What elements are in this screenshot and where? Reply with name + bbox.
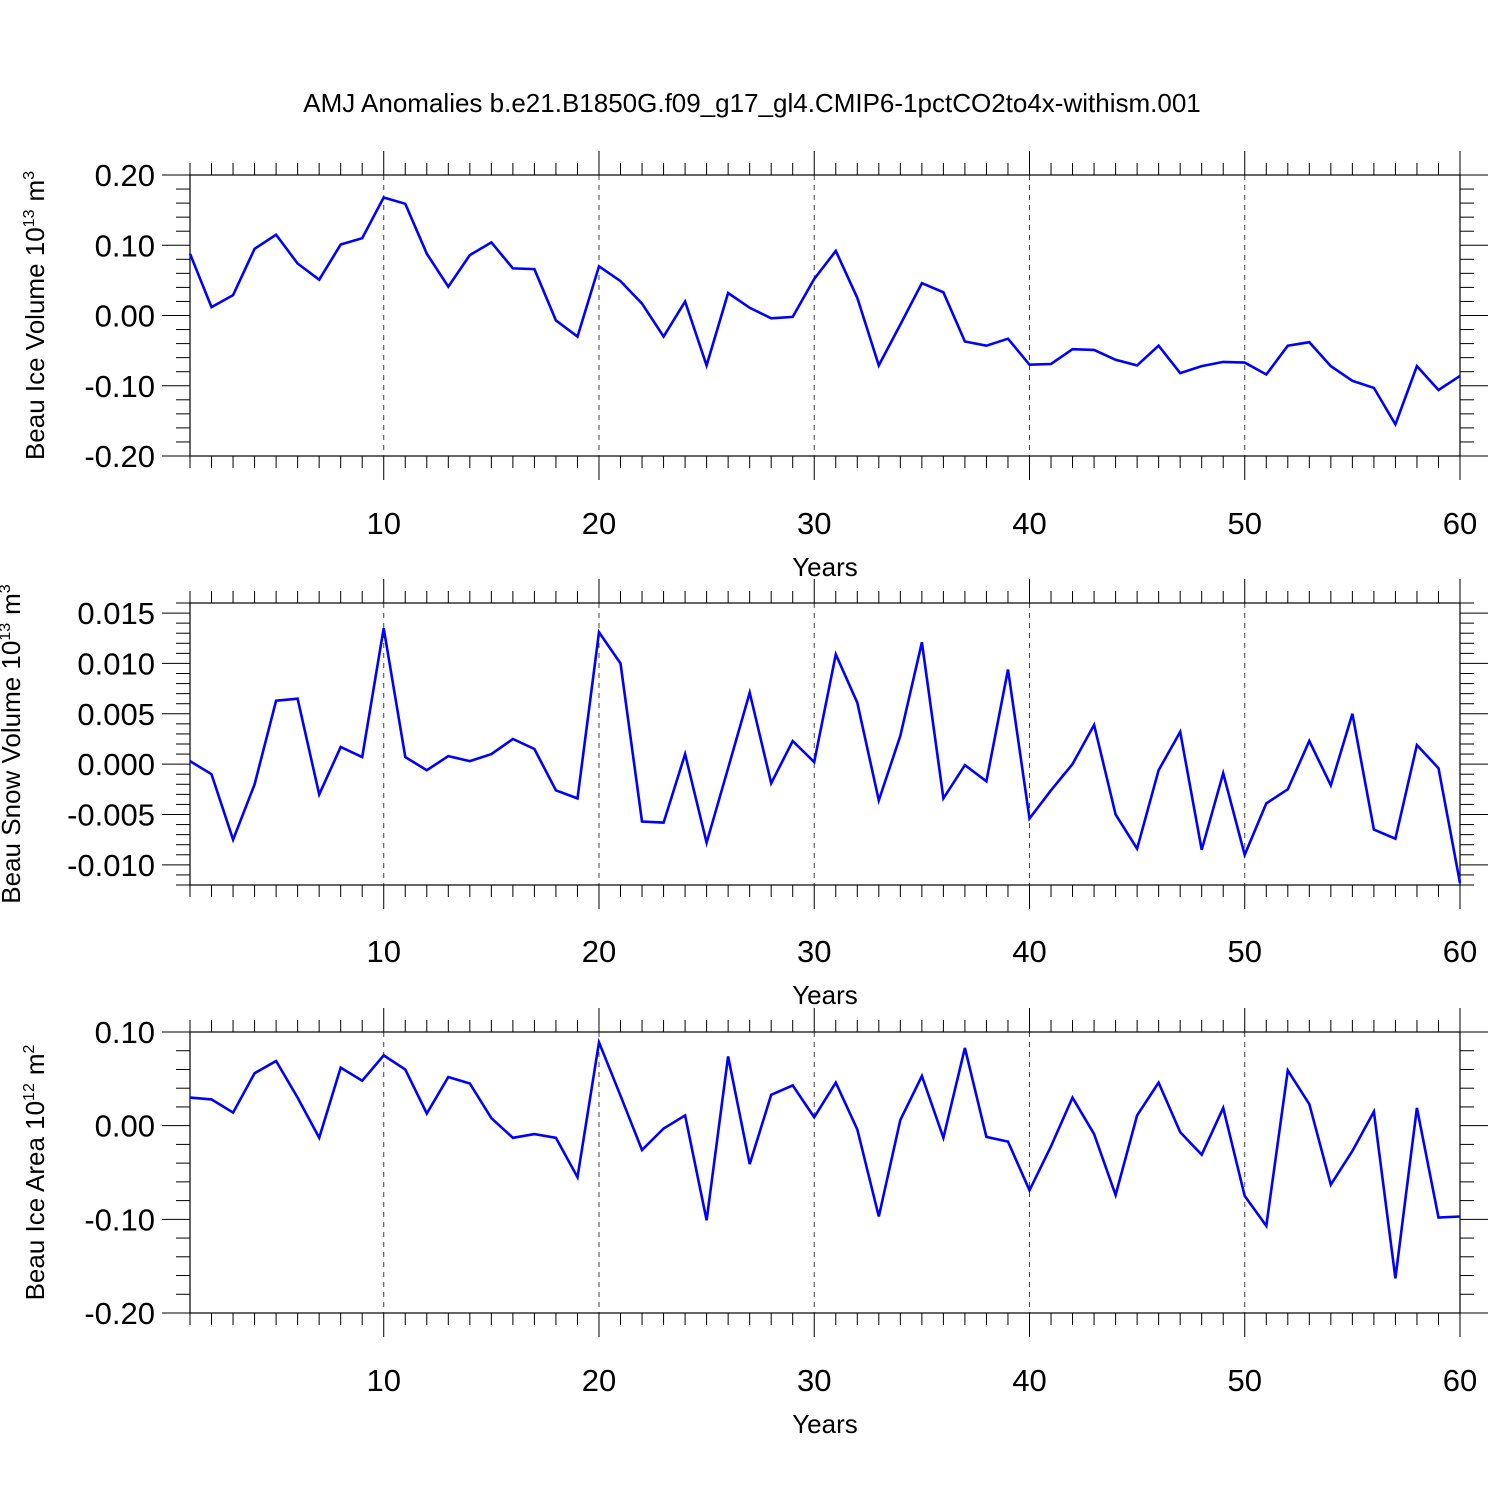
x-tick-label: 50 <box>1228 934 1262 969</box>
y-tick-label: 0.00 <box>95 1109 155 1144</box>
figure-title: AMJ Anomalies b.e21.B1850G.f09_g17_gl4.C… <box>303 88 1200 118</box>
y-tick-label: -0.10 <box>84 369 155 404</box>
series-line <box>188 195 1461 428</box>
x-tick-label: 40 <box>1012 1363 1046 1398</box>
y-axis-label-exponent: 12 <box>21 1083 38 1101</box>
y-axis-label-unit-exponent: 3 <box>0 584 14 593</box>
y-axis-label: Beau Ice Volume 1013 m3 <box>20 171 50 460</box>
y-tick-label: 0.015 <box>77 596 155 631</box>
series-line <box>189 627 1462 884</box>
y-axis-label-unit: m <box>20 1053 50 1075</box>
y-tick-label: 0.000 <box>77 747 155 782</box>
y-axis-label-exponent: 13 <box>21 209 38 227</box>
y-tick-label: 0.10 <box>95 228 155 263</box>
panel-2: 10 20 30 40 50 60 -0.010 -0.005 0.000 0.005 0.010 0… <box>0 579 1488 1010</box>
y-axis-label-main: Beau Snow Volume 10 <box>0 641 26 904</box>
y-tick-label: -0.20 <box>84 1296 155 1331</box>
y-tick-label: 0.20 <box>95 158 155 193</box>
y-axis-label-main: Beau Ice Area 10 <box>20 1101 50 1300</box>
x-tick-label: 40 <box>1012 506 1046 541</box>
x-tick-label: 60 <box>1443 1363 1477 1398</box>
x-axis-label: Years <box>792 1409 858 1439</box>
plot-frame <box>189 174 1461 457</box>
x-tick-label: 10 <box>366 934 400 969</box>
x-tick-label: 20 <box>582 1363 616 1398</box>
x-tick-label: 50 <box>1228 506 1262 541</box>
x-tick-label: 60 <box>1443 506 1477 541</box>
x-tick-label: 50 <box>1228 1363 1262 1398</box>
y-axis-label-exponent: 13 <box>0 623 14 641</box>
panel-3: 10 20 30 40 50 60 -0.20 -0.10 0.00 0.10 Years Beau … <box>20 1008 1488 1439</box>
x-axis-label: Years <box>792 980 858 1010</box>
y-axis-label: Beau Ice Area 1012 m2 <box>20 1044 50 1300</box>
y-axis-label-unit: m <box>20 180 50 202</box>
x-tick-label: 20 <box>582 506 616 541</box>
y-tick-label: 0.005 <box>77 697 155 732</box>
y-axis-label-unit-exponent: 2 <box>21 1044 38 1053</box>
plot-frame <box>189 1031 1461 1314</box>
series-line <box>189 1037 1461 1279</box>
x-tick-label: 40 <box>1012 934 1046 969</box>
y-axis-label-unit-exponent: 3 <box>21 171 38 180</box>
y-tick-label: -0.005 <box>67 798 155 833</box>
y-tick-label: -0.10 <box>84 1202 155 1237</box>
x-tick-label: 30 <box>797 934 831 969</box>
y-tick-label: -0.20 <box>84 439 155 474</box>
x-tick-label: 60 <box>1443 934 1477 969</box>
y-tick-label: 0.10 <box>95 1015 155 1050</box>
x-tick-label: 30 <box>797 506 831 541</box>
panel-1: 10 20 30 40 50 60 -0.20 -0.10 0.00 0.10 0.20 Years B… <box>20 151 1488 582</box>
y-axis-label-main: Beau Ice Volume 10 <box>20 227 50 460</box>
y-tick-label: -0.010 <box>67 848 155 883</box>
y-axis-label-unit: m <box>0 593 26 615</box>
y-tick-label: 0.010 <box>77 646 155 681</box>
x-axis-label: Years <box>792 552 858 582</box>
x-tick-label: 30 <box>797 1363 831 1398</box>
y-tick-label: 0.00 <box>95 299 155 334</box>
y-axis-label: Beau Snow Volume 1013 m3 <box>0 584 26 904</box>
x-tick-label: 10 <box>366 506 400 541</box>
x-tick-label: 20 <box>582 934 616 969</box>
x-tick-label: 10 <box>366 1363 400 1398</box>
